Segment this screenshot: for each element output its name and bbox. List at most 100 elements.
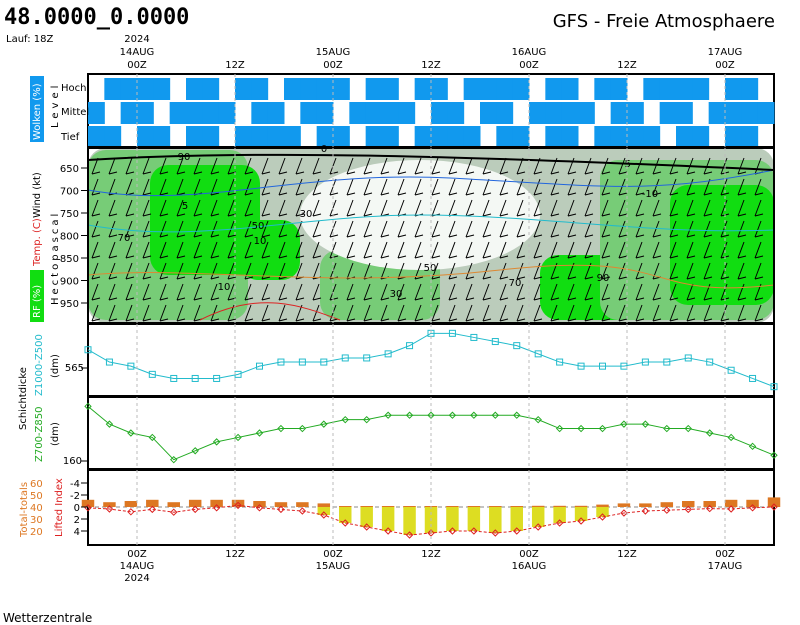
wind-barb — [397, 283, 407, 301]
cloud-cell — [251, 78, 269, 100]
wind-barb — [108, 157, 118, 175]
wind-barb — [346, 199, 356, 217]
wind-barb — [397, 157, 407, 175]
wind-barb — [346, 178, 356, 196]
cloud-cell — [284, 78, 301, 100]
z700-z850-point — [491, 411, 500, 419]
top-date-label: 16AUG — [512, 47, 547, 58]
wind-barb — [601, 241, 611, 259]
wind-barb — [176, 283, 186, 301]
wind-barb — [499, 304, 509, 322]
cloud-cell — [104, 126, 122, 146]
lifted-index-point — [105, 505, 114, 513]
wind-barb — [448, 304, 458, 322]
wind-barb — [431, 283, 441, 301]
cloud-cell — [447, 126, 465, 146]
pressure-tick-label: 900 — [60, 277, 79, 288]
wind-barb — [618, 283, 628, 301]
wind-barb — [414, 241, 424, 259]
isotherm-line — [87, 169, 775, 197]
wind-barb — [618, 157, 628, 175]
wind-barb — [703, 304, 713, 322]
cloud-cell — [578, 102, 595, 124]
cloud-cell — [708, 102, 726, 124]
cloud-panel: Wolken (%) Level Hoch Mittel Tief — [30, 73, 775, 148]
wind-barb — [108, 304, 118, 322]
z700-z850-point — [212, 438, 221, 446]
wind-barb — [91, 178, 101, 196]
wind-barb — [601, 304, 611, 322]
z700-z850-point — [84, 402, 92, 411]
cloud-cell — [137, 126, 154, 146]
cloud-cell — [431, 126, 448, 146]
temp-label: Temp. (C) — [32, 218, 43, 267]
wind-barb — [448, 220, 458, 238]
lifted-index-bar — [510, 507, 523, 531]
wind-barb — [261, 220, 271, 238]
cloud-cell — [251, 102, 269, 124]
wind-barb — [193, 241, 203, 259]
wind-barb — [380, 283, 390, 301]
total-totals-bar — [231, 499, 245, 507]
wind-barb — [380, 241, 390, 259]
total-totals-bar — [639, 503, 652, 507]
z1000-z500-point — [749, 374, 757, 382]
wind-barb — [414, 283, 424, 301]
wind-barb — [278, 199, 288, 217]
wind-barb — [193, 283, 203, 301]
cloud-cell — [447, 102, 465, 124]
z700-z850-point — [341, 415, 349, 424]
wind-barb — [448, 157, 458, 175]
z1000-z500-point — [599, 362, 606, 370]
z1000-label: Z1000-Z500 — [34, 334, 45, 396]
tt-label: Total-totals — [19, 482, 30, 538]
wind-barb — [261, 241, 271, 259]
lifted-index-point — [191, 505, 199, 514]
cloud-cell — [741, 126, 759, 146]
isotherm-line — [87, 214, 775, 233]
wind-barb — [312, 157, 322, 175]
cloud-cell — [741, 78, 759, 100]
bottom-hour-label: 00Z — [323, 549, 343, 560]
wind-barb — [618, 304, 628, 322]
wind-barbs — [91, 157, 764, 322]
z700-z850-point — [234, 433, 242, 442]
top-hour-label: 12Z — [617, 60, 637, 71]
wind-barb — [516, 304, 526, 322]
wind-barb — [499, 262, 509, 280]
wind-barb — [159, 262, 169, 280]
level-label: Level — [50, 82, 61, 128]
wind-barb — [465, 304, 475, 322]
contour-label: 50 — [252, 221, 265, 232]
cloud-cell — [594, 78, 612, 100]
wind-barb — [159, 157, 169, 175]
li-tick-label: -2 — [70, 491, 80, 502]
bottom-hour-label: 00Z — [519, 549, 539, 560]
wind-barb — [125, 241, 135, 259]
wind-barb — [346, 283, 356, 301]
z700-z850-point — [191, 447, 199, 455]
contour-label: 70 — [118, 233, 131, 244]
z700-z850-point — [448, 411, 457, 419]
wind-barb — [448, 262, 458, 280]
wind-barb — [754, 262, 764, 280]
cloud-cell — [153, 78, 171, 100]
wind-barb — [652, 283, 662, 301]
wind-barb — [516, 199, 526, 217]
z1000-z500-point — [684, 354, 692, 362]
tt-tick-label: 60 — [30, 479, 43, 490]
wind-barb — [533, 283, 543, 301]
wind-barb — [210, 157, 220, 175]
z700-z850-point — [598, 424, 607, 433]
wind-barb — [312, 199, 322, 217]
wind-barb — [431, 220, 441, 238]
wind-barb — [584, 199, 594, 217]
wind-barb — [567, 199, 577, 217]
total-totals-bar — [446, 506, 459, 507]
contour-label: -5 — [621, 159, 631, 170]
bottom-date-label: 17AUG — [708, 561, 743, 572]
lifted-index-point — [705, 504, 714, 513]
lifted-index-point — [727, 505, 735, 513]
